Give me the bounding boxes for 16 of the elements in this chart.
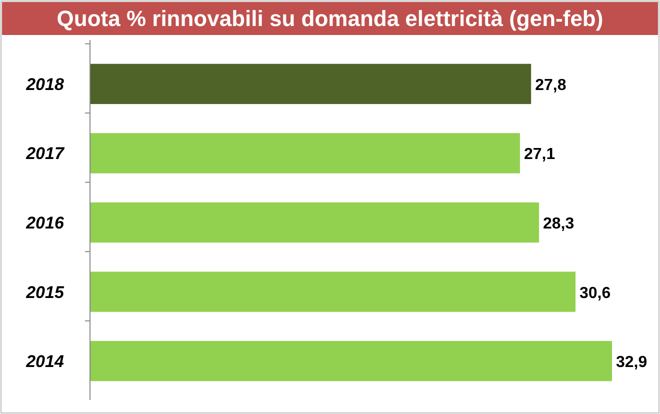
y-tick-label: 2017 [25, 144, 66, 164]
chart-title: Quota % rinnovabili su domanda elettricità (gen-feb) [56, 6, 604, 31]
bar [90, 272, 576, 312]
y-tick-label: 2015 [25, 282, 64, 302]
y-tick-label: 2016 [25, 214, 64, 232]
bar [90, 202, 540, 243]
bar [90, 133, 520, 174]
data-label: 32,9 [616, 354, 648, 372]
data-label: 27,8 [535, 76, 566, 94]
data-label: 30,6 [580, 284, 611, 302]
data-label: 27,1 [524, 146, 556, 164]
y-tick-label: 2014 [25, 352, 64, 372]
data-label: 28,3 [543, 216, 574, 232]
bar [90, 64, 532, 104]
y-tick-label: 2018 [25, 74, 64, 94]
bar [90, 340, 612, 382]
